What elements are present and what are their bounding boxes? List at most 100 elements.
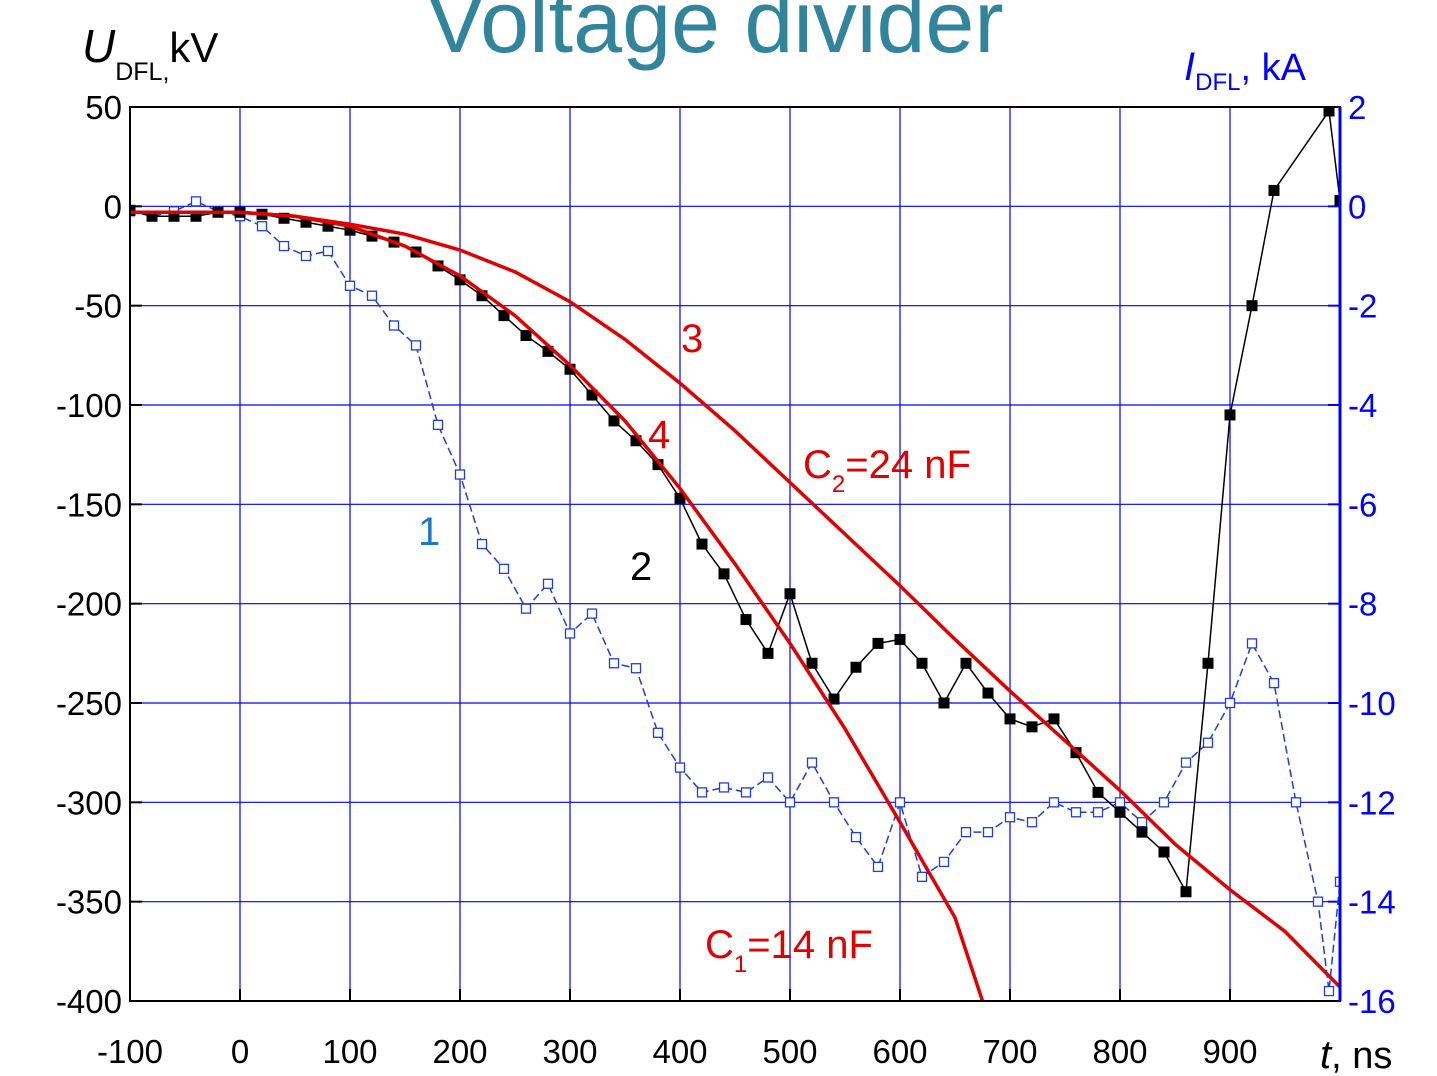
x-tick-label: 100	[322, 1033, 377, 1070]
data-point	[542, 578, 554, 589]
data-point	[674, 762, 686, 773]
data-point	[1136, 817, 1148, 828]
y-tick-label: -50	[74, 288, 122, 325]
data-point	[652, 727, 664, 738]
data-point	[1290, 797, 1302, 808]
data-point	[960, 826, 972, 838]
y2-tick-label: -4	[1348, 387, 1377, 424]
data-point	[520, 329, 532, 341]
data-point	[1026, 817, 1038, 828]
data-point	[1180, 757, 1192, 768]
data-point	[762, 647, 774, 659]
annotation-var: C	[803, 443, 832, 487]
data-point	[828, 693, 840, 705]
data-point	[366, 290, 378, 301]
data-point	[130, 204, 136, 216]
data-point	[630, 663, 642, 674]
y2-tick-label: 0	[1348, 188, 1366, 225]
data-point	[454, 274, 466, 286]
data-point	[1004, 812, 1016, 823]
x-tick-label: 600	[872, 1033, 927, 1070]
y2-tick-label: -12	[1348, 784, 1396, 821]
data-point	[850, 661, 862, 673]
y-label-sub: DFL,	[115, 58, 169, 86]
y-tick-label: -200	[56, 586, 122, 623]
data-point	[1180, 886, 1192, 898]
data-point	[476, 290, 488, 302]
x-tick-label: 700	[982, 1033, 1037, 1070]
data-point	[1202, 737, 1214, 748]
y-axis-label: UDFL,kV	[82, 20, 218, 86]
annotation-rest: =24 nF	[845, 443, 971, 487]
data-point	[542, 345, 554, 357]
data-point	[190, 210, 202, 222]
data-point	[740, 787, 752, 798]
x-tick-label: 500	[762, 1033, 817, 1070]
data-point	[850, 831, 862, 843]
data-point	[1224, 409, 1236, 421]
data-point	[652, 459, 664, 471]
data-point	[322, 245, 334, 257]
data-point	[806, 657, 818, 669]
annotation-rest: =14 nF	[747, 923, 873, 967]
data-point	[1092, 786, 1104, 798]
data-point	[586, 608, 598, 619]
plot-area	[130, 107, 1340, 1001]
data-point	[322, 220, 334, 232]
data-point	[366, 230, 378, 242]
data-point	[806, 757, 818, 768]
data-point	[146, 210, 158, 222]
annotation: 3	[681, 317, 703, 361]
data-point	[1114, 806, 1126, 818]
y2-label-sub: DFL	[1195, 69, 1240, 96]
data-point	[410, 340, 422, 351]
y-tick-label: -100	[56, 387, 122, 424]
y-tick-label: 0	[104, 188, 122, 225]
data-point	[740, 614, 752, 626]
y2-label-unit: , kA	[1240, 47, 1306, 89]
data-point	[872, 861, 884, 873]
series-line	[130, 200, 1340, 992]
data-point	[608, 658, 620, 669]
y-tick-label: -400	[56, 983, 122, 1020]
series-line	[130, 108, 1340, 895]
x-tick-label: 400	[652, 1033, 707, 1070]
data-point	[1334, 194, 1340, 206]
data-point	[586, 389, 598, 401]
data-point	[1114, 797, 1126, 808]
data-point	[498, 563, 510, 575]
data-point	[1246, 300, 1258, 312]
series-line	[130, 210, 1340, 989]
data-point	[1323, 985, 1335, 997]
chart-title: Voltage divider	[426, 0, 1003, 71]
x-tick-label: 0	[231, 1033, 249, 1070]
data-point	[916, 871, 928, 882]
annotation: 4	[648, 413, 670, 457]
data-point	[1268, 184, 1280, 196]
data-point	[1004, 713, 1016, 725]
data-point	[938, 697, 950, 709]
data-point	[344, 280, 356, 291]
data-point	[1092, 807, 1104, 818]
y2-tick-label: -14	[1348, 884, 1396, 921]
data-point	[1048, 797, 1060, 808]
data-point	[520, 603, 532, 614]
data-point	[894, 633, 906, 645]
data-point	[190, 196, 202, 207]
data-point	[1334, 876, 1340, 887]
x-label-unit: , ns	[1331, 1035, 1392, 1076]
x-axis-label: t, ns	[1320, 1033, 1392, 1076]
data-point	[256, 221, 268, 232]
data-point	[1048, 713, 1060, 725]
x-tick-label: -100	[97, 1033, 163, 1070]
data-point	[762, 772, 774, 783]
data-point	[894, 797, 906, 808]
y2-label-var: I	[1184, 45, 1195, 89]
data-point	[872, 637, 884, 649]
data-point	[674, 492, 686, 504]
annotation-sub: 2	[832, 471, 845, 498]
data-point	[718, 568, 730, 580]
data-point	[828, 797, 840, 808]
y-tick-label: -250	[56, 685, 122, 722]
